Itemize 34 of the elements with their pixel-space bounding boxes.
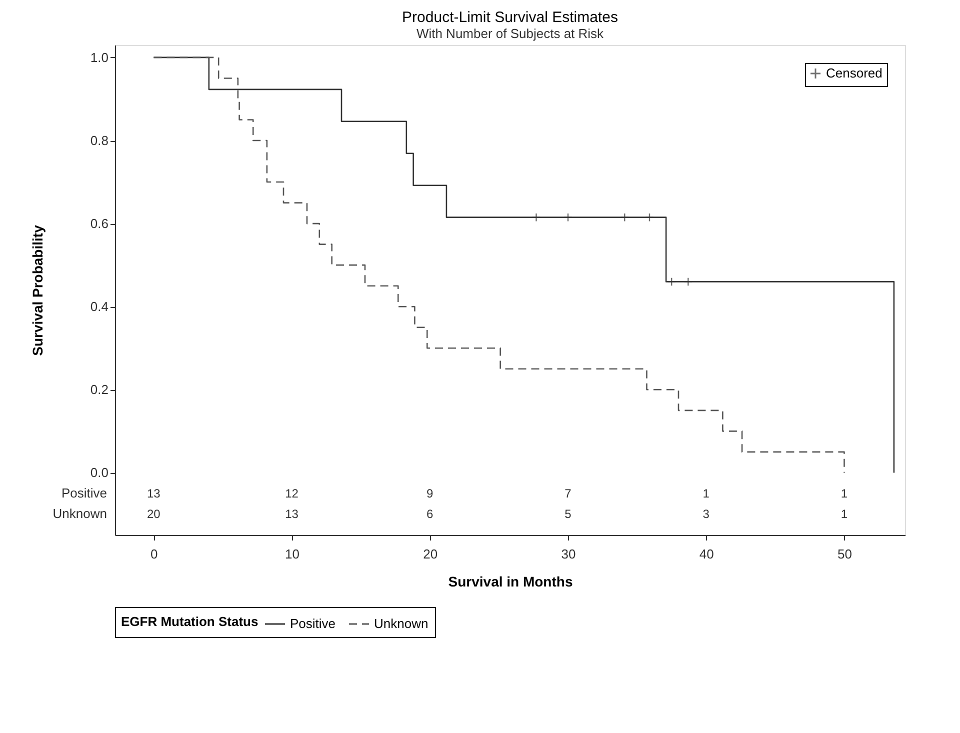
y-tick-label: 0.6 — [90, 216, 108, 232]
legend-label: Positive — [290, 616, 336, 631]
annotation: 12 — [285, 486, 299, 500]
x-tick-label: 0 — [150, 546, 158, 562]
annotation: 9 — [426, 486, 434, 500]
legend-label: Censored — [826, 66, 882, 80]
text: Unknown — [52, 506, 107, 522]
x-tick-label: 30 — [561, 546, 576, 562]
y-tick-label: 0.0 — [90, 465, 108, 480]
x-tick-label: 20 — [423, 546, 438, 562]
annotation: 1 — [840, 507, 848, 522]
annotation: 7 — [564, 486, 572, 500]
legend-label: Unknown — [374, 616, 428, 631]
annotation: 6 — [426, 507, 434, 522]
chart-subtitle: With Number of Subjects at Risk — [416, 26, 604, 41]
y-tick-label: 0.4 — [90, 299, 108, 314]
x-tick-label: 10 — [285, 546, 300, 562]
legend-title: EGFR Mutation Status — [121, 614, 258, 629]
chart-title: Product-Limit Survival Estimates — [402, 9, 618, 26]
y-tick-label: 1.0 — [90, 50, 108, 65]
annotation: 13 — [146, 486, 161, 500]
x-tick-label: 40 — [699, 546, 714, 562]
y-tick-label: 0.8 — [90, 133, 108, 148]
x-axis-title: Survival in Months — [448, 574, 573, 590]
annotation: 5 — [564, 507, 572, 522]
y-tick-label: 0.2 — [90, 382, 108, 398]
annotation: 20 — [146, 507, 161, 522]
x-tick-label: 50 — [837, 546, 852, 562]
y-axis-title: Survival Probability — [29, 224, 46, 356]
annotation: 1 — [702, 486, 710, 500]
text: Positive — [61, 485, 107, 500]
annotation: 13 — [285, 507, 299, 522]
annotation: 3 — [702, 507, 710, 522]
annotation: 1 — [840, 486, 848, 500]
